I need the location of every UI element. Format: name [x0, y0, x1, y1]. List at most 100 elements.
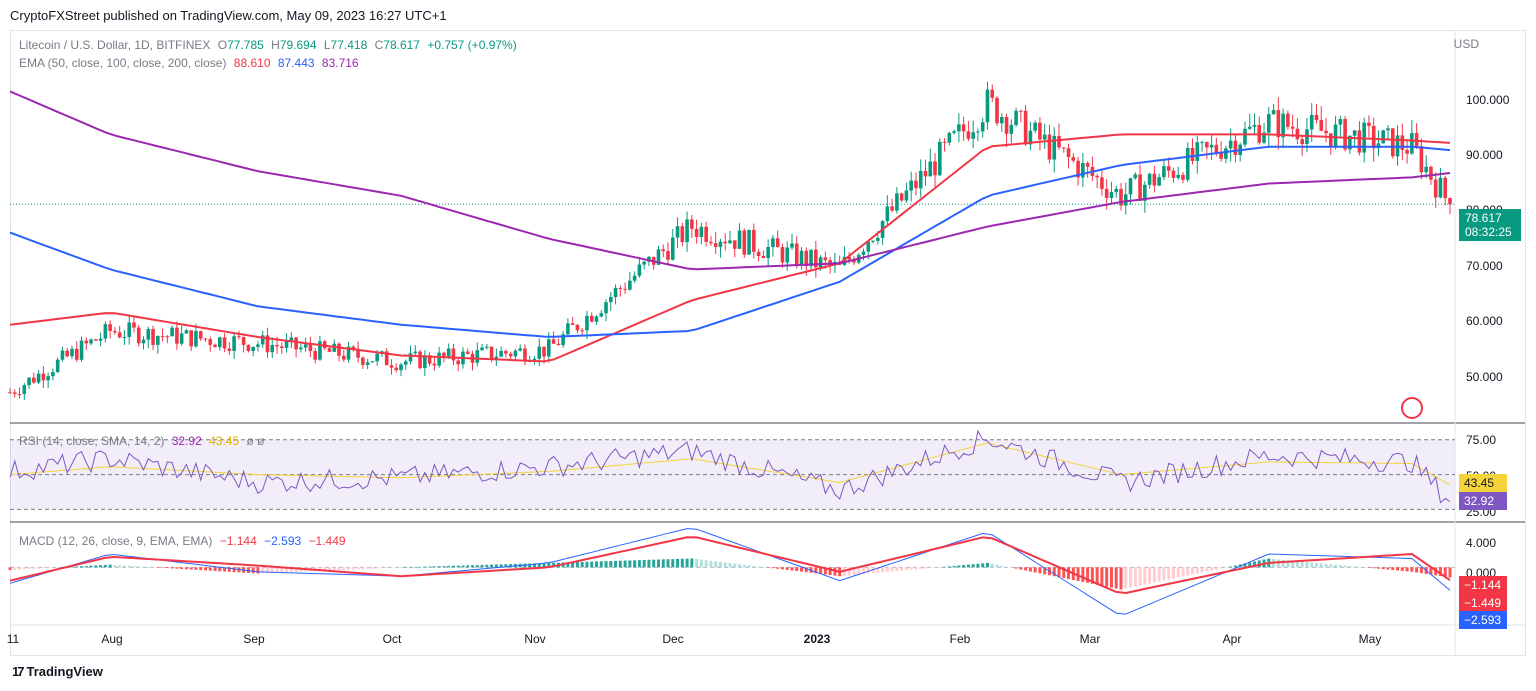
macd-hist-bar: [1176, 567, 1180, 578]
candle-body: [1176, 174, 1181, 178]
macd-hist-bar: [347, 567, 351, 570]
macd-hist-bar: [413, 566, 417, 568]
candle-body: [1324, 130, 1328, 134]
us-flag-icon[interactable]: [1401, 397, 1423, 419]
macd-tick: 4.000: [1466, 536, 1497, 550]
candle-body: [8, 392, 12, 394]
macd-hist-bar: [1338, 565, 1342, 568]
macd-hist-bar: [475, 565, 479, 568]
candle-body: [1367, 122, 1371, 126]
candle-body: [156, 336, 160, 345]
macd-hist-bar: [142, 566, 146, 568]
candle-body: [551, 339, 556, 344]
candle-body: [637, 264, 642, 276]
candle-body: [585, 315, 589, 331]
ema50-value: 88.610: [233, 56, 271, 70]
macd-hist-bar: [409, 567, 413, 568]
candle-body: [136, 327, 141, 344]
macd-hist-bar: [1305, 562, 1309, 568]
macd-hist-bar: [1157, 567, 1161, 582]
macd-hist-bar: [533, 563, 537, 568]
macd-hist-bar: [1081, 567, 1085, 582]
macd-hist-bar: [776, 567, 780, 569]
candle-body: [213, 344, 217, 348]
candle-body: [985, 89, 990, 123]
candle-body: [976, 131, 980, 133]
macd-hist-tag: −1.144: [1459, 576, 1507, 594]
candle-body: [1443, 177, 1448, 199]
candle-body: [747, 229, 751, 255]
macd-hist-bar: [270, 567, 274, 573]
macd-hist-bar: [614, 560, 618, 568]
macd-hist-bar: [356, 567, 360, 570]
macd-hist-bar: [399, 567, 403, 568]
candle-body: [966, 131, 971, 139]
macd-hist-bar: [1067, 567, 1071, 580]
candle-body: [184, 330, 189, 334]
candle-body: [1138, 174, 1142, 201]
candle-body: [1300, 139, 1304, 145]
candle-body: [766, 247, 770, 259]
ema-line: [9, 145, 1451, 338]
candle-body: [732, 240, 737, 249]
candle-body: [494, 356, 499, 360]
macd-hist-bar: [289, 567, 293, 573]
price-tick: 100.000: [1466, 93, 1510, 107]
candle-body: [346, 346, 351, 360]
candle-body: [318, 341, 322, 360]
macd-hist-bar: [1148, 567, 1152, 584]
chart-frame[interactable]: [10, 30, 1526, 656]
x-tick: Oct: [382, 632, 402, 646]
macd-hist-bar: [1376, 567, 1380, 569]
candle-body: [1209, 144, 1214, 148]
macd-hist-bar: [1319, 563, 1323, 568]
ema-line: [9, 90, 1451, 271]
macd-hist-bar: [1343, 565, 1347, 568]
macd-hist-bar: [1295, 561, 1299, 568]
macd-hist-bar: [509, 564, 513, 568]
candle-body: [89, 339, 93, 344]
candle-body: [198, 331, 203, 339]
candle-body: [108, 324, 112, 331]
candle-body: [961, 124, 966, 132]
candle-body: [260, 335, 265, 345]
candle-body: [756, 251, 761, 256]
macd-hist-bar: [618, 560, 622, 568]
macd-hist-bar: [633, 560, 637, 568]
macd-signal-line: [9, 536, 1451, 595]
candle-body: [403, 361, 408, 365]
macd-hist-bar: [895, 567, 899, 572]
candle-body: [1162, 166, 1166, 178]
macd-hist-bar: [1291, 560, 1295, 568]
macd-hist-bar: [1353, 566, 1357, 568]
x-tick: May: [1358, 632, 1382, 646]
macd-hist-bar: [680, 558, 684, 568]
macd-hist-bar: [699, 559, 703, 568]
macd-hist-bar: [594, 561, 598, 568]
macd-hist-bar: [1152, 567, 1156, 583]
candle-body: [36, 373, 41, 383]
macd-hist-bar: [208, 567, 212, 571]
candle-body: [337, 343, 341, 356]
price-tick: 50.000: [1466, 370, 1503, 384]
price-tick: 70.000: [1466, 259, 1503, 273]
macd-hist-bar: [962, 565, 966, 568]
macd-hist-bar: [423, 566, 427, 568]
candle-body: [103, 324, 108, 339]
candle-body: [513, 350, 518, 357]
x-tick: Nov: [524, 632, 546, 646]
macd-hist-bar: [995, 564, 999, 568]
candle-body: [1314, 114, 1319, 121]
macd-hist-bar: [18, 567, 22, 570]
x-tick: 11: [6, 632, 20, 646]
macd-hist-bar: [862, 567, 866, 575]
macd-hist-bar: [718, 561, 722, 568]
x-tick: Dec: [662, 632, 684, 646]
candle-body: [1157, 177, 1161, 186]
macd-hist-bar: [418, 566, 422, 568]
macd-hist-bar: [590, 561, 594, 568]
macd-hist-bar: [1219, 567, 1223, 569]
candle-body: [1004, 117, 1009, 134]
macd-hist-bar: [790, 567, 794, 571]
